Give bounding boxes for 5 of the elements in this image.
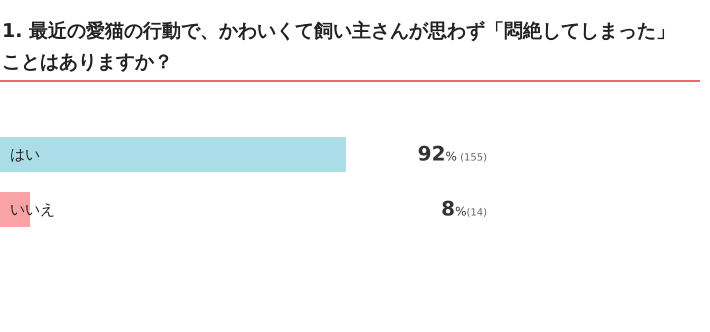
data-label: 8%(14): [441, 196, 488, 220]
y-tick-label: はい: [10, 146, 40, 164]
chart-title: 1. 最近の愛猫の行動で、かわいくて飼い主さんが思わず「悶絶してしまった」ことはありますか？: [2, 19, 676, 75]
y-tick-label: いいえ: [10, 200, 55, 218]
data-label: 92% (155): [418, 142, 488, 166]
